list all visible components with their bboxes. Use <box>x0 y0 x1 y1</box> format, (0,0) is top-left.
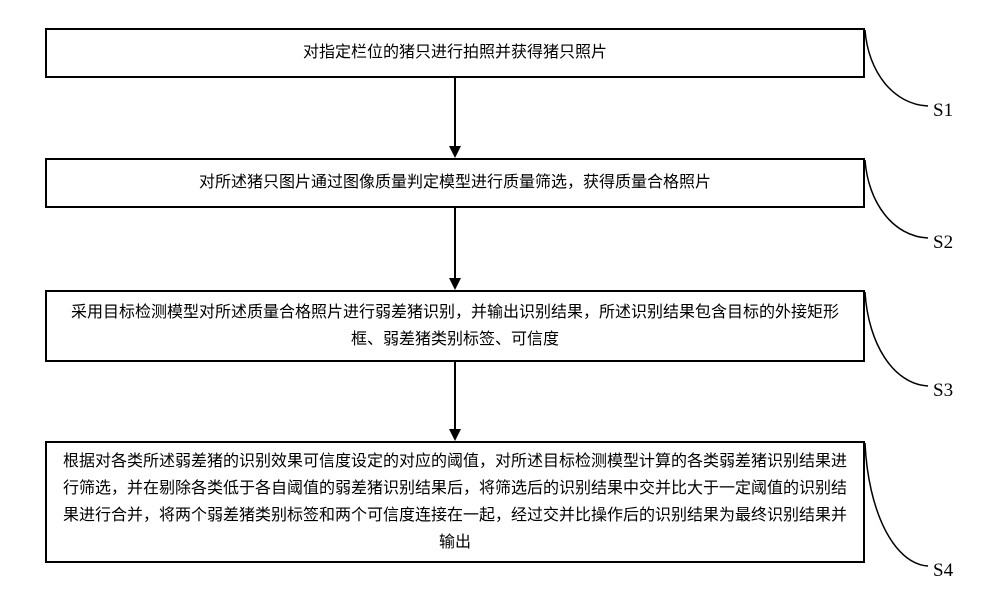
connector-curve <box>860 438 933 571</box>
flow-step-s1: 对指定栏位的猪只进行拍照并获得猪只照片 <box>45 28 865 78</box>
flow-step-s3: 采用目标检测模型对所述质量合格照片进行弱差猪识别，并输出识别结果，所述识别结果包… <box>45 290 865 362</box>
flow-step-s4: 根据对各类所述弱差猪的识别效果可信度设定的对应的阈值，对所述目标检测模型计算的各… <box>45 441 865 563</box>
step-label-s3: S3 <box>933 380 953 402</box>
arrow-line <box>454 208 456 278</box>
flow-step-text: 对所述猪只图片通过图像质量判定模型进行质量筛选，获得质量合格照片 <box>199 169 711 196</box>
connector-curve <box>860 287 933 391</box>
step-label-s1: S1 <box>933 100 953 122</box>
arrow-line <box>454 78 456 146</box>
step-label-s4: S4 <box>933 560 953 582</box>
arrow-head-icon <box>449 278 461 290</box>
step-label-s2: S2 <box>933 232 953 254</box>
arrow-line <box>454 362 456 429</box>
flow-step-text: 采用目标检测模型对所述质量合格照片进行弱差猪识别，并输出识别结果，所述识别结果包… <box>61 299 849 353</box>
arrow-head-icon <box>449 146 461 158</box>
flowchart-canvas: 对指定栏位的猪只进行拍照并获得猪只照片 S1 对所述猪只图片通过图像质量判定模型进行… <box>0 0 1000 604</box>
flow-step-text: 根据对各类所述弱差猪的识别效果可信度设定的对应的阈值，对所述目标检测模型计算的各… <box>61 448 849 557</box>
flow-step-text: 对指定栏位的猪只进行拍照并获得猪只照片 <box>303 39 607 66</box>
flow-step-s2: 对所述猪只图片通过图像质量判定模型进行质量筛选，获得质量合格照片 <box>45 158 865 208</box>
connector-curve <box>860 155 933 243</box>
arrow-head-icon <box>449 429 461 441</box>
connector-curve <box>860 25 933 111</box>
